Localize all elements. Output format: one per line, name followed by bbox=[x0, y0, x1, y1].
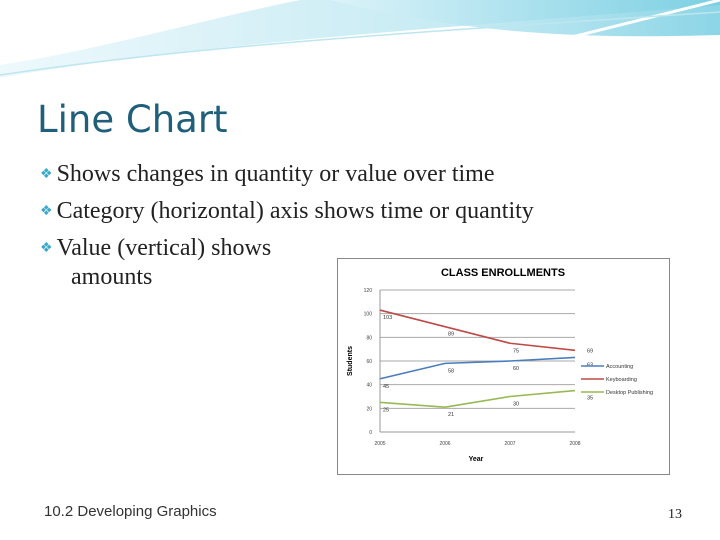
y-axis-label: Students bbox=[347, 346, 354, 376]
data-label: 103 bbox=[383, 315, 392, 321]
y-tick-label: 100 bbox=[364, 312, 373, 318]
x-tick-label: 2005 bbox=[374, 441, 385, 447]
y-tick-label: 60 bbox=[366, 359, 372, 365]
data-label: 45 bbox=[383, 384, 389, 390]
series-line-keyboarding bbox=[379, 309, 576, 352]
bullet-item: ❖ Category (horizontal) axis shows time o… bbox=[40, 193, 534, 230]
slide-title: Line Chart bbox=[37, 98, 228, 141]
bullet-continuation: amounts bbox=[71, 264, 153, 290]
data-label: 30 bbox=[513, 402, 519, 408]
y-tick-label: 40 bbox=[366, 383, 372, 389]
data-label: 35 bbox=[587, 396, 593, 402]
y-tick-label: 20 bbox=[366, 406, 372, 412]
bullet-item: ❖ Value (vertical) shows bbox=[40, 230, 534, 267]
y-tick-label: 0 bbox=[369, 430, 372, 436]
y-tick-label: 80 bbox=[366, 335, 372, 341]
x-tick-label: 2007 bbox=[504, 441, 515, 447]
page-number: 13 bbox=[668, 507, 682, 522]
data-label: 89 bbox=[448, 332, 454, 338]
legend-label: Desktop Publishing bbox=[606, 390, 653, 396]
bullet-list: ❖ Shows changes in quantity or value over… bbox=[40, 156, 534, 296]
bullet-marker-icon: ❖ bbox=[40, 204, 53, 219]
data-label: 21 bbox=[448, 412, 454, 418]
legend-label: Accounting bbox=[606, 364, 633, 370]
bullet-marker-icon: ❖ bbox=[40, 167, 53, 182]
bullet-text: Value (vertical) shows bbox=[56, 235, 272, 261]
data-label: 58 bbox=[448, 368, 454, 374]
x-tick-label: 2006 bbox=[439, 441, 450, 447]
series-line-accounting bbox=[379, 356, 576, 380]
bullet-text: Shows changes in quantity or value over … bbox=[56, 161, 495, 187]
y-tick-label: 120 bbox=[364, 288, 373, 294]
bullet-item: ❖ Shows changes in quantity or value over… bbox=[40, 156, 534, 193]
header-swoosh-decoration bbox=[0, 0, 720, 78]
footer-text: 10.2 Developing Graphics bbox=[44, 503, 217, 520]
x-tick-label: 2008 bbox=[569, 441, 580, 447]
data-label: 69 bbox=[587, 348, 593, 354]
bullet-marker-icon: ❖ bbox=[40, 241, 53, 256]
data-label: 25 bbox=[383, 407, 389, 413]
line-chart: CLASS ENROLLMENTS 0 20 40 60 80 100 120 2005 2006… bbox=[337, 258, 670, 475]
bullet-text: Category (horizontal) axis shows time or… bbox=[56, 198, 534, 224]
legend-label: Keyboarding bbox=[606, 377, 637, 383]
x-axis-label: Year bbox=[469, 456, 484, 463]
series-line-desktop-publishing bbox=[379, 389, 576, 408]
chart-title: CLASS ENROLLMENTS bbox=[441, 267, 565, 279]
data-label: 75 bbox=[513, 348, 519, 354]
data-label: 60 bbox=[513, 366, 519, 372]
